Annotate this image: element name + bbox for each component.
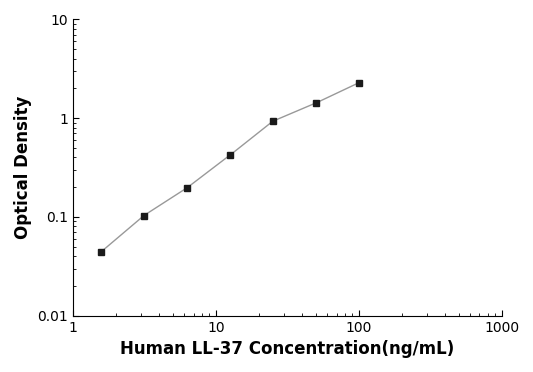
Y-axis label: Optical Density: Optical Density bbox=[14, 96, 32, 239]
X-axis label: Human LL-37 Concentration(ng/mL): Human LL-37 Concentration(ng/mL) bbox=[120, 340, 455, 358]
